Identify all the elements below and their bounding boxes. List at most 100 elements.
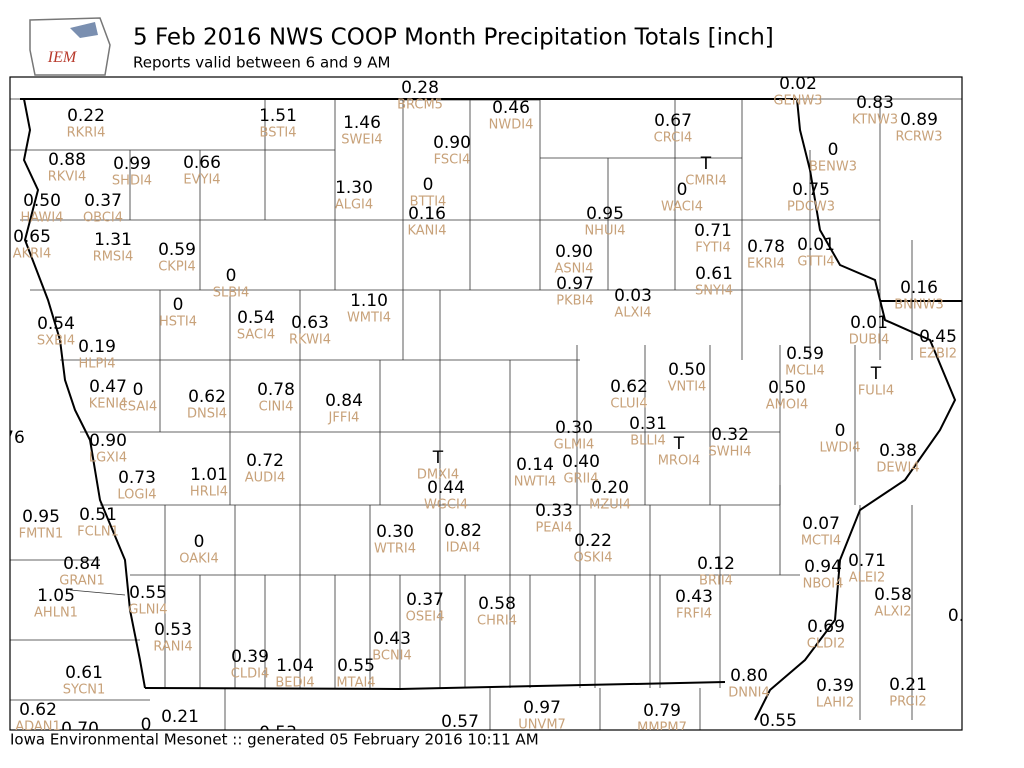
station-id: OAKI4 — [179, 552, 219, 567]
station-value: 0.94 — [804, 557, 842, 577]
station-value: 0.62 — [188, 387, 226, 407]
station-value: 0 — [194, 532, 205, 552]
station-id: FCLN1 — [77, 525, 119, 540]
station-id: WTRI4 — [374, 542, 416, 557]
station-value: 0.43 — [373, 629, 411, 649]
station-value: 0.62 — [610, 377, 648, 397]
station-id: ADAN1 — [15, 720, 61, 735]
station-id: EKRI4 — [747, 257, 785, 272]
station-value: 0 — [141, 715, 152, 735]
station-id: KANI4 — [407, 224, 446, 239]
station-id: RCRW3 — [895, 130, 942, 145]
subtitle: Reports valid between 6 and 9 AM — [133, 54, 390, 72]
station-id: FSCI4 — [434, 153, 471, 168]
station-id: KENI4 — [89, 397, 128, 412]
station-id: NWDI4 — [489, 118, 534, 133]
station-id: EZBI2 — [919, 347, 957, 362]
station-id: FULI4 — [858, 384, 894, 399]
station-value: 0.39 — [231, 647, 269, 667]
station-id: NBOI4 — [803, 577, 844, 592]
station-value: 0.50 — [768, 378, 806, 398]
station-id: DNSI4 — [187, 407, 227, 422]
station-value: 0.53 — [154, 620, 192, 640]
station-value: 0.21 — [161, 707, 199, 727]
station-value: 0.47 — [89, 377, 127, 397]
station-value: 0.58 — [874, 585, 912, 605]
station-value: T — [700, 154, 712, 174]
station-id: HRLI4 — [190, 485, 228, 500]
station-value: 0.65 — [13, 227, 51, 247]
station-value: 0.46 — [492, 98, 530, 118]
station-value: 0.50 — [23, 191, 61, 211]
station-value: 0.72 — [246, 451, 284, 471]
station-id: BRII4 — [699, 574, 733, 589]
station-value: 0.97 — [556, 274, 594, 294]
station-value: 0. — [948, 606, 964, 626]
station-value: 0.37 — [406, 590, 444, 610]
station-id: SLBI4 — [213, 286, 250, 301]
station-id: BSTI4 — [260, 126, 297, 141]
station-value: 1.04 — [276, 656, 314, 676]
station-value: 0.30 — [555, 418, 593, 438]
station-value: 0.95 — [22, 507, 60, 527]
station-id: SWEI4 — [341, 133, 382, 148]
station-id: GLMI4 — [554, 438, 595, 453]
station-value: 0.22 — [574, 531, 612, 551]
station-id: UNVM7 — [518, 718, 566, 733]
station-id: SACI4 — [237, 328, 275, 343]
title: 5 Feb 2016 NWS COOP Month Precipitation … — [133, 25, 774, 51]
station-value: 0.54 — [37, 314, 75, 334]
station-value: 0.53 — [259, 723, 297, 743]
station-value: T — [432, 448, 444, 468]
station-id: FMTN1 — [19, 527, 64, 542]
station-value: 1.01 — [190, 465, 228, 485]
station-id: PEAI4 — [535, 521, 572, 536]
station-id: CINI4 — [259, 400, 294, 415]
state-borders — [20, 98, 962, 721]
station-id: HSTI4 — [159, 315, 197, 330]
station-value: 0.16 — [900, 278, 938, 298]
station-id: LWDI4 — [819, 441, 860, 456]
station-id: OSEI4 — [406, 610, 445, 625]
station-value: 0.90 — [433, 133, 471, 153]
station-value: 0 — [677, 180, 688, 200]
station-value: 0.51 — [79, 505, 117, 525]
station-id: PRCI2 — [889, 695, 926, 710]
station-id: HAWI4 — [21, 211, 64, 226]
station-value: 0.71 — [848, 551, 886, 571]
station-id: VNTI4 — [668, 380, 707, 395]
station-id: RKWI4 — [289, 333, 331, 348]
station-value: 0.78 — [257, 380, 295, 400]
station-value: 0.75 — [792, 180, 830, 200]
station-value: 0.82 — [444, 521, 482, 541]
station-value: 0.84 — [325, 391, 363, 411]
station-value: 0 — [226, 266, 237, 286]
station-id: BTTI4 — [410, 195, 447, 210]
station-id: JFFI4 — [328, 411, 360, 426]
station-value: 0.54 — [237, 308, 275, 328]
station-id: WGCI4 — [424, 498, 468, 513]
station-value: 0.61 — [65, 663, 103, 683]
station-id: GENW3 — [773, 94, 822, 109]
station-value: 0.37 — [84, 191, 122, 211]
station-id: GTTI4 — [797, 255, 834, 270]
station-value: 1.10 — [350, 291, 388, 311]
station-id: DEWI4 — [876, 461, 919, 476]
station-id: ALXI4 — [614, 306, 651, 321]
station-value: 0.55 — [759, 711, 797, 731]
station-value: 76 — [3, 428, 25, 448]
station-value: 0.73 — [118, 468, 156, 488]
station-id: NHUI4 — [584, 224, 625, 239]
station-value: 0.55 — [337, 656, 375, 676]
station-id: GLNI4 — [128, 603, 167, 618]
station-value: 1.51 — [259, 106, 297, 126]
station-value: 0.62 — [19, 700, 57, 720]
station-value: T — [870, 364, 882, 384]
station-id: KTNW3 — [852, 113, 898, 128]
station-value: 0.30 — [376, 522, 414, 542]
station-id: BCNI4 — [372, 649, 412, 664]
station-id: AMOI4 — [766, 398, 808, 413]
station-id: RKVI4 — [48, 170, 87, 185]
